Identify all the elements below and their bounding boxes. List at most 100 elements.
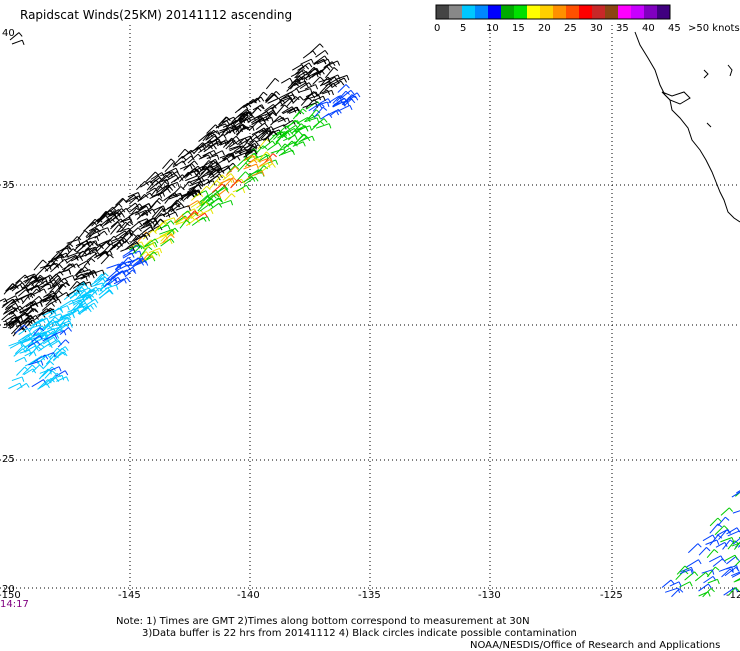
lake-outline bbox=[704, 70, 708, 78]
wind-barb bbox=[265, 104, 277, 110]
wind-barb bbox=[303, 51, 316, 58]
wind-barb bbox=[78, 261, 90, 266]
lat-tick-label: 25 bbox=[2, 454, 15, 465]
wind-barb bbox=[695, 572, 709, 581]
wind-barb bbox=[721, 508, 733, 516]
wind-barb bbox=[279, 148, 293, 156]
legend-label: 25 bbox=[564, 23, 577, 34]
wind-barb bbox=[718, 517, 729, 526]
legend-swatch bbox=[579, 5, 592, 19]
lon-tick-label: -135 bbox=[358, 590, 381, 601]
wind-barb bbox=[326, 111, 338, 116]
wind-barb bbox=[301, 59, 314, 64]
wind-barb bbox=[12, 377, 24, 382]
legend-label: 45 bbox=[668, 23, 681, 34]
wind-barb bbox=[225, 194, 236, 201]
wind-barb bbox=[713, 559, 726, 567]
wind-barb bbox=[305, 118, 319, 123]
wind-barb bbox=[219, 117, 230, 125]
wind-barb bbox=[2, 299, 16, 307]
note-line-1: Note: 1) Times are GMT 2)Times along bot… bbox=[116, 616, 530, 627]
wind-barb bbox=[38, 384, 50, 390]
note-line-3: NOAA/NESDIS/Office of Research and Appli… bbox=[470, 640, 720, 651]
legend-swatch bbox=[631, 5, 644, 19]
legend-unit-label: >50 knots bbox=[688, 23, 740, 34]
wind-barb bbox=[48, 339, 60, 345]
legend-label: 0 bbox=[434, 23, 440, 34]
wind-barb bbox=[733, 509, 740, 514]
wind-barb bbox=[51, 272, 63, 280]
legend-label: 30 bbox=[590, 23, 603, 34]
wind-barb bbox=[62, 275, 74, 280]
wind-barb bbox=[703, 535, 715, 541]
wind-barb bbox=[688, 544, 701, 553]
legend-label: 40 bbox=[642, 23, 655, 34]
lon-tick-label: -130 bbox=[478, 590, 501, 601]
wind-barb bbox=[670, 582, 681, 587]
map-title: Rapidscat Winds(25KM) 20141112 ascending bbox=[20, 8, 292, 22]
legend-label: 10 bbox=[486, 23, 499, 34]
legend-label: 20 bbox=[538, 23, 551, 34]
legend-label: 15 bbox=[512, 23, 525, 34]
legend-swatch bbox=[657, 5, 670, 19]
legend-swatch bbox=[501, 5, 514, 19]
legend-swatch bbox=[527, 5, 540, 19]
legend-label: 5 bbox=[460, 23, 466, 34]
legend-swatch bbox=[475, 5, 488, 19]
lake-outline bbox=[728, 65, 732, 76]
wind-barb bbox=[316, 90, 330, 95]
lat-lon-grid bbox=[0, 25, 740, 590]
wind-barb bbox=[34, 260, 47, 270]
wind-barb bbox=[662, 580, 674, 587]
legend-swatch bbox=[618, 5, 631, 19]
wind-barb bbox=[101, 255, 113, 264]
lake-outline bbox=[707, 123, 711, 127]
wind-barb bbox=[707, 549, 718, 557]
legend-swatch bbox=[436, 5, 449, 19]
legend-swatch bbox=[514, 5, 527, 19]
wind-barb bbox=[212, 151, 225, 156]
note-line-2: 3)Data buffer is 22 hrs from 20141112 4)… bbox=[142, 628, 577, 639]
lon-tick-label: -125 bbox=[600, 590, 623, 601]
wind-barb bbox=[304, 73, 318, 79]
wind-barb bbox=[716, 542, 727, 547]
coastline-path bbox=[635, 32, 740, 222]
wind-barb bbox=[298, 63, 312, 71]
wind-barb bbox=[316, 50, 328, 57]
legend-swatch bbox=[592, 5, 605, 19]
wind-barb bbox=[708, 579, 719, 584]
legend-swatch bbox=[644, 5, 657, 19]
legend-swatch bbox=[605, 5, 618, 19]
wind-barb bbox=[734, 577, 740, 582]
legend-label: 35 bbox=[616, 23, 629, 34]
wind-barb bbox=[84, 258, 95, 266]
legend-swatch bbox=[553, 5, 566, 19]
wind-barb bbox=[14, 349, 26, 357]
lat-tick-label: 35 bbox=[2, 180, 15, 191]
wind-barb bbox=[709, 556, 723, 562]
legend-swatch bbox=[540, 5, 553, 19]
wind-barb bbox=[310, 44, 323, 53]
wind-barb bbox=[293, 111, 304, 119]
wind-barb bbox=[338, 85, 350, 93]
wind-barb bbox=[726, 557, 738, 564]
wind-barb bbox=[130, 222, 142, 230]
wind-barb bbox=[679, 582, 692, 587]
wind-barb bbox=[281, 78, 292, 83]
coastline bbox=[635, 32, 740, 222]
legend-swatch bbox=[449, 5, 462, 19]
wind-barb bbox=[710, 524, 722, 533]
wind-barb bbox=[173, 156, 186, 165]
lon-tick-label: -145 bbox=[118, 590, 141, 601]
legend-swatch bbox=[566, 5, 579, 19]
wind-barb bbox=[35, 268, 48, 277]
wind-barb bbox=[266, 78, 279, 89]
lon-tick-label: -140 bbox=[237, 590, 260, 601]
wind-barb bbox=[207, 125, 219, 134]
wind-speed-legend: 0 5 10 15 20 25 30 35 40 45 >50 knots bbox=[434, 5, 740, 34]
legend-swatch bbox=[488, 5, 501, 19]
time-label: 14:17 bbox=[0, 599, 29, 610]
wind-barb bbox=[321, 114, 332, 120]
wind-barb bbox=[12, 40, 24, 45]
